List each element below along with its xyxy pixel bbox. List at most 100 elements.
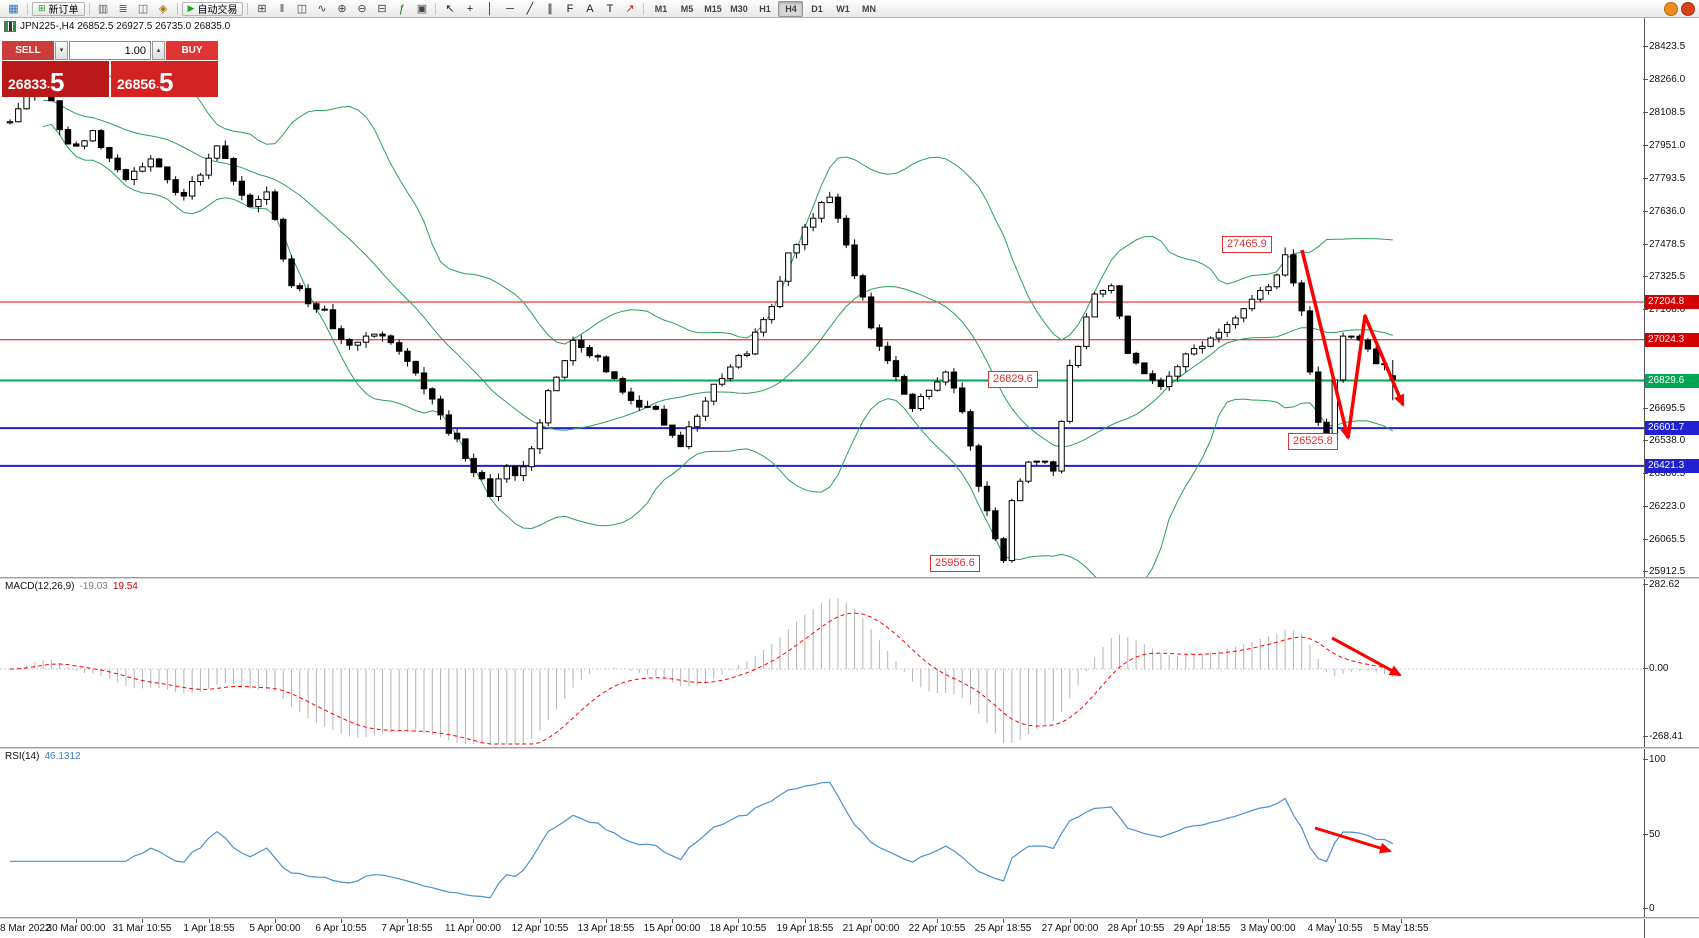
volume-input[interactable] [69, 41, 151, 60]
buy-price-pip: 5 [159, 67, 174, 97]
price-level-badge: 26421.3 [1645, 458, 1699, 473]
macd-label: MACD(12,26,9) -19.03 19.54 [5, 581, 138, 592]
time-axis-label: 5 May 18:55 [1361, 919, 1441, 934]
toolbar-separator [435, 2, 437, 15]
price-callout[interactable]: 26525.8 [1288, 433, 1338, 450]
sell-price: 26833 [8, 76, 47, 92]
timeframe-m5-button[interactable]: M5 [680, 3, 694, 14]
market-watch-icon[interactable]: ≣ [118, 2, 128, 15]
fibonacci-icon[interactable]: F [566, 2, 574, 15]
time-axis-label: 5 Apr 00:00 [235, 919, 315, 934]
time-axis-label: 3 May 00:00 [1228, 919, 1308, 934]
volume-up-button[interactable]: ▴ [152, 41, 165, 60]
text-label-icon[interactable]: T [606, 2, 614, 15]
toolbar-separator [27, 2, 28, 15]
time-axis-label: 6 Apr 10:55 [301, 919, 381, 934]
price-axis-label: 26695.5 [1642, 402, 1686, 414]
time-axis-label: 29 Apr 18:55 [1162, 919, 1242, 934]
time-axis-label: 30 Mar 00:00 [36, 919, 116, 934]
macd-axis-label: -268.41 [1643, 731, 1683, 742]
line-chart-icon[interactable]: ∿ [317, 2, 327, 15]
price-callout[interactable]: 27465.9 [1222, 236, 1272, 253]
timeframe-d1-button[interactable]: D1 [811, 3, 823, 14]
macd-axis-label: 282.62 [1643, 579, 1680, 590]
toolbar-separator [88, 2, 90, 15]
macd-name: MACD(12,26,9) [5, 581, 75, 592]
panel-splitter-rsi[interactable] [0, 747, 1699, 749]
time-axis-label: 18 Apr 10:55 [698, 919, 778, 934]
horizontal-line-icon[interactable]: ─ [506, 2, 514, 15]
new-order-button-icon: ⊞ [38, 3, 46, 13]
time-axis-label: 8 Mar 2022 [0, 923, 51, 934]
chart-profiles-icon[interactable]: ▥ [97, 2, 109, 15]
timeframe-h1-button[interactable]: H1 [759, 3, 771, 14]
zoom-out-icon[interactable]: ⊖ [357, 2, 367, 15]
panel-splitter-timeaxis[interactable] [0, 917, 1699, 919]
time-axis-label: 25 Apr 18:55 [963, 919, 1043, 934]
bar-chart-icon[interactable]: ‖ [279, 2, 285, 15]
timeframe-h4-button[interactable]: H4 [778, 0, 804, 17]
timeframe-mn-button[interactable]: MN [861, 3, 876, 14]
buy-button[interactable]: BUY [166, 41, 218, 60]
sell-price-panel[interactable]: 26833. 5 [2, 61, 109, 97]
timeframe-m30-button[interactable]: M30 [730, 3, 748, 14]
time-axis-label: 15 Apr 00:00 [632, 919, 712, 934]
macd-signal-value: 19.54 [112, 581, 138, 592]
crosshair-icon[interactable]: + [466, 2, 474, 15]
indicators-icon[interactable]: ƒ [398, 2, 406, 15]
time-axis-label: 21 Apr 00:00 [831, 919, 911, 934]
candles [6, 81, 1396, 564]
buy-price-dot: . [155, 79, 159, 91]
rsi-trend-arrow[interactable] [1314, 826, 1392, 854]
price-axis-label: 28423.5 [1642, 41, 1686, 53]
vertical-line-icon[interactable]: │ [486, 2, 494, 15]
equidistant-channel-icon[interactable]: ∥ [547, 2, 553, 15]
buy-price-panel[interactable]: 26856. 5 [111, 61, 218, 97]
tile-windows-icon[interactable]: ⊟ [377, 2, 387, 15]
timeframe-m15-button[interactable]: M15 [704, 3, 722, 14]
sell-price-pip: 5 [50, 67, 65, 97]
horizontal-level-lines [0, 301, 1644, 467]
panel-splitter-macd[interactable] [0, 577, 1699, 579]
timeframe-m1-button[interactable]: M1 [654, 3, 668, 14]
time-axis-label: 11 Apr 00:00 [433, 919, 513, 934]
bollinger-bands [42, 70, 1394, 577]
macd-panel[interactable] [0, 579, 1644, 747]
new-order-button[interactable]: ⊞ 新订单 [32, 1, 85, 16]
auto-trading-button[interactable]: ▶ 自动交易 [181, 1, 244, 16]
price-chart[interactable] [0, 18, 1644, 577]
templates-icon[interactable]: ▣ [416, 2, 428, 15]
data-window-icon[interactable]: ◫ [137, 2, 149, 15]
price-callout[interactable]: 26829.6 [988, 371, 1038, 388]
price-callout[interactable]: 25956.6 [930, 555, 980, 572]
symbol-ohlc-text: JPN225-,H4 26852.5 26927.5 26735.0 26835… [20, 21, 231, 32]
macd-signal-line [9, 612, 1393, 745]
macd-axis-label: 0.00 [1642, 663, 1669, 674]
one-click-trading-panel: SELL ▾ ▴ BUY 26833.5 26856.5 [2, 41, 218, 97]
macd-trend-arrow[interactable] [1331, 636, 1402, 677]
macd-histogram [17, 598, 1394, 744]
candlestick-chart-icon[interactable]: ◫ [296, 2, 308, 15]
text-icon[interactable]: A [586, 2, 594, 15]
arrows-icon[interactable]: ↗ [625, 2, 635, 15]
volume-dropdown-button[interactable]: ▾ [55, 41, 68, 60]
zoom-in-icon[interactable]: ⊕ [337, 2, 347, 15]
time-axis-label: 19 Apr 18:55 [765, 919, 845, 934]
chart-window-icon[interactable]: ▦ [8, 2, 19, 15]
mql5-community-icon[interactable] [1664, 1, 1678, 16]
time-axis-label: 28 Apr 10:55 [1096, 919, 1176, 934]
time-axis-label: 4 May 10:55 [1295, 919, 1375, 934]
rsi-panel[interactable] [0, 749, 1644, 917]
live-update-icon[interactable] [1681, 1, 1695, 16]
price-axis-label: 26223.0 [1642, 501, 1686, 513]
trend-arrows[interactable] [1300, 249, 1405, 440]
timeframe-w1-button[interactable]: W1 [836, 3, 850, 14]
time-axis-label: 31 Mar 10:55 [102, 919, 182, 934]
cursor-icon[interactable]: ↖ [445, 2, 455, 15]
new-chart-icon[interactable]: ⊞ [257, 2, 267, 15]
sell-button[interactable]: SELL [2, 41, 54, 60]
sell-price-dot: . [46, 79, 50, 91]
price-axis-label: 27168.0 [1642, 303, 1686, 315]
navigator-icon[interactable]: ◈ [158, 2, 168, 15]
trendline-icon[interactable]: ╱ [526, 2, 534, 15]
